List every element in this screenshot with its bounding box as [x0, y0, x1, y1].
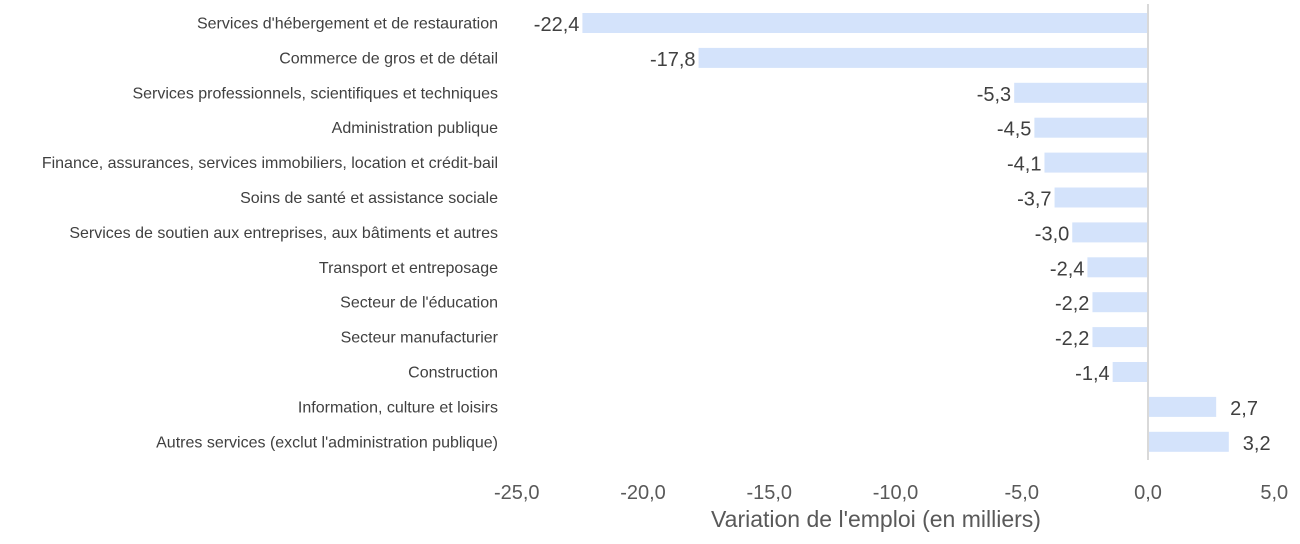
bar [1112, 362, 1148, 382]
value-label: -17,8 [650, 49, 696, 71]
bar [1148, 396, 1217, 417]
x-tick-label: -20,0 [620, 482, 666, 504]
bar [1092, 327, 1148, 348]
category-labels: Services d'hébergement et de restauratio… [42, 16, 499, 452]
value-label: -2,2 [1055, 293, 1089, 315]
category-label: Commerce de gros et de détail [279, 50, 498, 67]
value-label: -3,0 [1035, 223, 1069, 245]
bar [1034, 117, 1148, 138]
bar [582, 13, 1148, 33]
value-label: -4,5 [997, 119, 1031, 141]
x-tick-label: 0,0 [1134, 482, 1162, 504]
bar [1087, 257, 1148, 278]
bar [1092, 292, 1148, 313]
bar [698, 47, 1148, 68]
category-label: Services de soutien aux entreprises, aux… [69, 225, 498, 242]
bars [582, 13, 1229, 452]
x-tick-label: -25,0 [494, 482, 540, 504]
value-label: -4,1 [1007, 154, 1041, 176]
category-label: Transport et entreposage [319, 260, 498, 277]
category-label: Services professionnels, scientifiques e… [132, 85, 498, 102]
x-axis-ticks: -25,0 -20,0 -15,0 -10,0 -5,0 0,0 5,0 [494, 482, 1288, 504]
category-label: Secteur de l'éducation [340, 295, 498, 312]
category-label: Information, culture et loisirs [298, 399, 498, 416]
value-label: 3,2 [1243, 433, 1271, 455]
x-tick-label: -5,0 [1005, 482, 1039, 504]
bar [1044, 152, 1148, 173]
x-tick-label: -15,0 [746, 482, 792, 504]
category-label: Soins de santé et assistance sociale [240, 190, 498, 207]
category-label: Services d'hébergement et de restauratio… [197, 16, 498, 33]
category-label: Secteur manufacturier [341, 330, 499, 347]
x-tick-label: 5,0 [1260, 482, 1288, 504]
x-axis-title: Variation de l'emploi (en milliers) [711, 506, 1041, 532]
value-labels: -22,4 -17,8 -5,3 -4,5 -4,1 -3,7 -3,0 -2,4 -2,2 -2… [534, 14, 1271, 455]
category-label: Administration publique [332, 120, 498, 137]
category-label: Construction [408, 365, 498, 382]
value-label: -22,4 [534, 14, 580, 36]
bar [1072, 222, 1148, 243]
bar [1148, 431, 1229, 452]
bar [1054, 187, 1148, 208]
value-label: -3,7 [1017, 189, 1051, 211]
value-label: -1,4 [1075, 363, 1109, 385]
value-label: -5,3 [977, 84, 1011, 106]
x-tick-label: -10,0 [873, 482, 919, 504]
value-label: -2,4 [1050, 258, 1084, 280]
value-label: 2,7 [1230, 398, 1258, 420]
category-label: Finance, assurances, services immobilier… [42, 155, 498, 172]
bar [1014, 82, 1148, 103]
category-label: Autres services (exclut l'administration… [156, 434, 498, 451]
value-label: -2,2 [1055, 328, 1089, 350]
